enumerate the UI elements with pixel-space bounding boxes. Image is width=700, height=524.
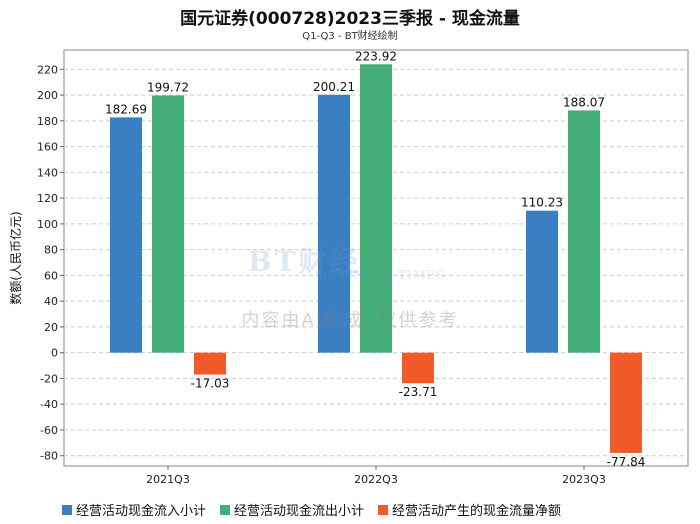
watermark-logo: BT财经 (248, 245, 361, 278)
y-axis-label: 数额(人民币亿元) (8, 211, 23, 304)
y-tick-label: 140 (37, 166, 58, 179)
bar-2022Q3-s0 (318, 94, 350, 353)
bar-2023Q3-s1 (568, 110, 600, 353)
watermark-ai-notice: 内容由AI生成, 仅供参考 (241, 310, 459, 331)
chart-subtitle: Q1-Q3 - BT财经绘制 (302, 31, 398, 42)
data-label: -77.84 (607, 455, 646, 469)
chart-title: 国元证券(000728)2023三季报 - 现金流量 (180, 9, 520, 29)
y-tick-label: 20 (44, 321, 58, 334)
bar-2022Q3-s2 (402, 352, 434, 384)
legend-item-outflow: 经营活动现金流出小计 (220, 500, 364, 519)
y-tick-label: 180 (37, 115, 58, 128)
data-label: 200.21 (313, 80, 355, 94)
data-label: -23.71 (399, 385, 438, 399)
y-tick-label: 220 (37, 63, 58, 76)
x-tick-label: 2022Q3 (354, 473, 398, 486)
y-tick-label: 120 (37, 192, 58, 205)
data-label: 110.23 (521, 196, 563, 210)
y-tick-label: 40 (44, 295, 58, 308)
y-tick-label: -20 (40, 372, 58, 385)
legend-swatch-net (378, 504, 389, 515)
legend-label-net: 经营活动产生的现金流量净额 (392, 504, 562, 519)
data-label: 199.72 (147, 80, 189, 94)
y-tick-label: 100 (37, 218, 58, 231)
legend-label-inflow: 经营活动现金流入小计 (76, 504, 207, 519)
y-tick-label: -80 (40, 450, 58, 463)
data-label: 182.69 (105, 102, 147, 116)
data-label: 188.07 (563, 95, 605, 109)
bar-2021Q3-s1 (152, 95, 184, 353)
bar-2021Q3-s2 (194, 352, 226, 375)
bar-2023Q3-s2 (610, 352, 642, 453)
bar-2022Q3-s1 (360, 64, 392, 353)
data-label: -17.03 (191, 377, 230, 391)
bar-2023Q3-s0 (526, 210, 558, 353)
legend-item-net: 经营活动产生的现金流量净额 (378, 500, 561, 519)
y-tick-label: 200 (37, 89, 58, 102)
y-tick-label: -40 (40, 398, 58, 411)
watermark-logo-subtitle: BUSINESS TIMES (318, 268, 446, 282)
y-tick-label: 160 (37, 141, 58, 154)
legend-item-inflow: 经营活动现金流入小计 (62, 500, 206, 519)
legend-swatch-outflow (220, 504, 231, 515)
y-tick-label: 60 (44, 269, 58, 282)
x-tick-label: 2023Q3 (562, 473, 606, 486)
legend-swatch-inflow (62, 504, 72, 515)
data-label: 223.92 (355, 49, 397, 63)
y-tick-label: 0 (51, 347, 58, 360)
legend-label-outflow: 经营活动现金流出小计 (234, 504, 365, 519)
x-tick-label: 2021Q3 (146, 473, 190, 486)
bar-2021Q3-s0 (110, 117, 142, 353)
y-tick-label: -60 (40, 424, 58, 437)
y-tick-label: 80 (44, 244, 58, 257)
chart-legend: 经营活动现金流入小计 经营活动现金流出小计 经营活动产生的现金流量净额 (62, 500, 561, 519)
